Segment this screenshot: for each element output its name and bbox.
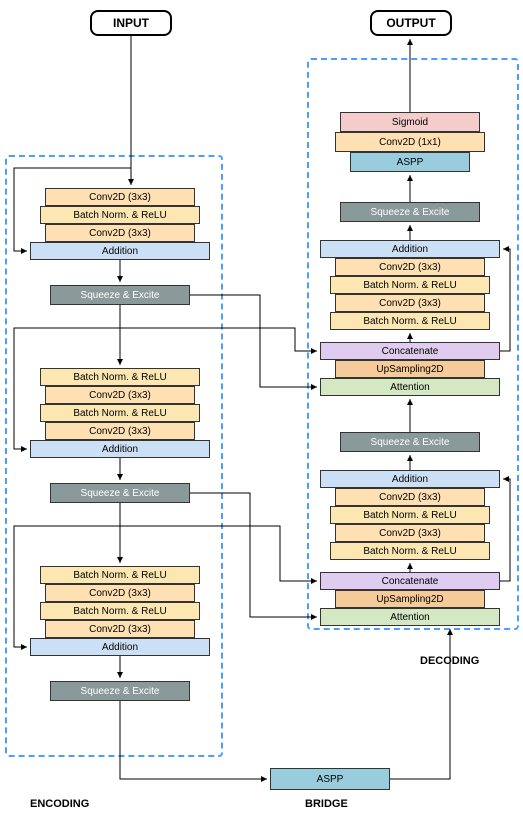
diagram: INPUT OUTPUT Conv2D (3x3) Batch Norm. & …	[0, 0, 523, 822]
enc3-add: Addition	[30, 638, 210, 656]
enc2-conv1: Conv2D (3x3)	[45, 386, 195, 404]
output-box: OUTPUT	[370, 10, 452, 36]
enc2-conv2: Conv2D (3x3)	[45, 422, 195, 440]
dec2-conv1: Conv2D (3x3)	[335, 294, 485, 312]
input-box: INPUT	[90, 10, 172, 36]
dec1-attn: Attention	[320, 608, 500, 626]
dec2-add: Addition	[320, 240, 500, 258]
bridge-aspp: ASPP	[270, 768, 390, 790]
head-aspp: ASPP	[350, 152, 470, 172]
enc1-conv2: Conv2D (3x3)	[45, 224, 195, 242]
section-encoding: ENCODING	[30, 798, 89, 810]
input-label: INPUT	[113, 16, 149, 30]
head-conv1x1: Conv2D (1x1)	[335, 132, 485, 152]
output-label: OUTPUT	[386, 16, 435, 30]
enc2-add: Addition	[30, 440, 210, 458]
dec2-bn1: Batch Norm. & ReLU	[330, 312, 490, 330]
dec2-concat: Concatenate	[320, 342, 500, 360]
dec2-up: UpSampling2D	[335, 360, 485, 378]
dec1-bn1: Batch Norm. & ReLU	[330, 542, 490, 560]
head-sigmoid: Sigmoid	[340, 112, 480, 132]
dec1-bn2: Batch Norm. & ReLU	[330, 506, 490, 524]
section-decoding: DECODING	[420, 655, 479, 667]
enc1-conv1: Conv2D (3x3)	[45, 188, 195, 206]
enc2-bn1: Batch Norm. & ReLU	[40, 368, 200, 386]
enc2-bn2: Batch Norm. & ReLU	[40, 404, 200, 422]
enc1-bn1: Batch Norm. & ReLU	[40, 206, 200, 224]
dec2-se: Squeeze & Excite	[340, 202, 480, 222]
enc3-conv1: Conv2D (3x3)	[45, 584, 195, 602]
dec1-up: UpSampling2D	[335, 590, 485, 608]
enc3-bn1: Batch Norm. & ReLU	[40, 566, 200, 584]
enc1-add: Addition	[30, 242, 210, 260]
enc3-se: Squeeze & Excite	[50, 681, 190, 701]
dec2-conv2: Conv2D (3x3)	[335, 258, 485, 276]
dec1-se: Squeeze & Excite	[340, 432, 480, 452]
dec2-bn2: Batch Norm. & ReLU	[330, 276, 490, 294]
enc2-se: Squeeze & Excite	[50, 483, 190, 503]
enc3-conv2: Conv2D (3x3)	[45, 620, 195, 638]
dec1-conv2: Conv2D (3x3)	[335, 488, 485, 506]
dec1-add: Addition	[320, 470, 500, 488]
dec1-conv1: Conv2D (3x3)	[335, 524, 485, 542]
enc3-bn2: Batch Norm. & ReLU	[40, 602, 200, 620]
enc1-se: Squeeze & Excite	[50, 285, 190, 305]
dec1-concat: Concatenate	[320, 572, 500, 590]
dec2-attn: Attention	[320, 378, 500, 396]
section-bridge: BRIDGE	[305, 798, 348, 810]
